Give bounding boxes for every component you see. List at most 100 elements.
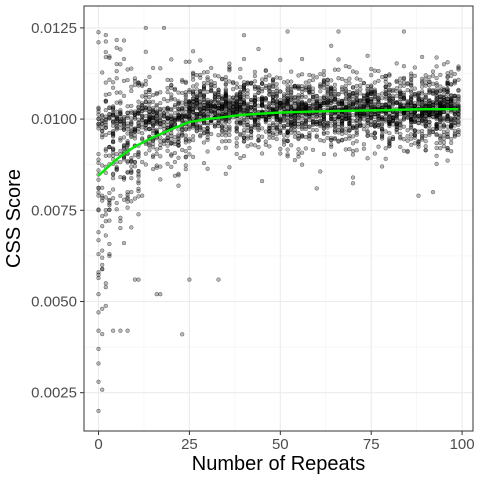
scatter-point	[103, 92, 108, 97]
scatter-point	[339, 137, 345, 143]
scatter-point	[321, 81, 327, 86]
scatter-point	[150, 153, 156, 158]
scatter-point	[212, 107, 218, 112]
scatter-point	[289, 105, 294, 110]
scatter-point	[412, 86, 417, 91]
scatter-point	[238, 155, 243, 161]
scatter-point	[129, 158, 134, 163]
scatter-point	[343, 130, 348, 135]
scatter-point	[412, 113, 417, 118]
scatter-point	[100, 198, 105, 203]
scatter-point	[332, 127, 338, 132]
scatter-point	[416, 113, 421, 118]
scatter-point	[456, 65, 461, 71]
scatter-point	[241, 130, 247, 136]
scatter-point	[107, 130, 112, 136]
scatter-point	[114, 207, 119, 212]
scatter-point	[205, 137, 210, 143]
scatter-point	[270, 106, 276, 111]
scatter-point	[350, 181, 356, 186]
scatter-point	[289, 84, 294, 89]
scatter-point	[369, 116, 374, 121]
scatter-point	[107, 55, 112, 61]
scatter-point	[114, 37, 119, 43]
scatter-point	[339, 127, 345, 132]
scatter-point	[147, 142, 152, 147]
scatter-point	[383, 129, 388, 134]
scatter-point	[379, 114, 385, 120]
scatter-point	[456, 87, 461, 93]
scatter-point	[158, 121, 163, 126]
scatter-point	[387, 99, 392, 104]
scatter-point	[216, 94, 221, 100]
scatter-point	[274, 132, 279, 137]
scatter-point	[187, 123, 192, 128]
points-layer	[96, 25, 461, 414]
scatter-point	[227, 95, 232, 100]
scatter-point	[190, 70, 196, 75]
scatter-point	[325, 84, 330, 89]
scatter-point	[456, 115, 461, 120]
y-tick-label: 0.0025	[31, 385, 77, 402]
scatter-point	[267, 123, 272, 128]
scatter-point	[110, 133, 116, 138]
scatter-point	[158, 100, 163, 106]
scatter-point	[409, 100, 414, 106]
scatter-point	[329, 142, 334, 147]
scatter-point	[278, 146, 283, 152]
scatter-point	[96, 208, 101, 213]
scatter-point	[125, 77, 130, 83]
scatter-point	[307, 103, 312, 108]
scatter-point	[121, 78, 127, 84]
scatter-point	[398, 135, 403, 140]
scatter-point	[216, 277, 221, 282]
scatter-point	[183, 106, 188, 112]
scatter-point	[234, 108, 239, 113]
scatter-point	[289, 143, 294, 148]
scatter-point	[180, 107, 185, 112]
scatter-point	[183, 133, 188, 138]
scatter-point	[365, 115, 370, 120]
scatter-point	[303, 126, 308, 132]
scatter-point	[103, 219, 108, 224]
scatter-point	[299, 126, 305, 132]
scatter-point	[299, 89, 305, 94]
scatter-point	[372, 151, 377, 156]
scatter-point	[194, 104, 199, 109]
scatter-point	[354, 83, 359, 89]
scatter-point	[343, 83, 348, 88]
scatter-point	[270, 78, 276, 83]
scatter-point	[125, 121, 130, 126]
scatter-point	[365, 88, 370, 93]
scatter-point	[114, 90, 119, 95]
scatter-point	[205, 81, 210, 86]
scatter-point	[259, 178, 265, 184]
scatter-point	[310, 73, 316, 78]
scatter-point	[121, 56, 127, 62]
scatter-point	[252, 115, 258, 120]
scatter-point	[169, 153, 174, 158]
scatter-point	[263, 142, 268, 147]
scatter-point	[372, 135, 377, 141]
scatter-point	[165, 85, 170, 91]
scatter-point	[281, 142, 287, 147]
scatter-point	[358, 87, 363, 92]
scatter-point	[121, 240, 127, 246]
scatter-point	[285, 29, 290, 34]
scatter-point	[150, 166, 156, 172]
scatter-point	[129, 176, 134, 181]
scatter-point	[103, 32, 108, 38]
scatter-point	[405, 82, 410, 87]
scatter-point	[107, 112, 112, 117]
scatter-point	[438, 103, 443, 108]
scatter-point	[256, 134, 261, 139]
scatter-point	[110, 196, 116, 201]
scatter-point	[394, 93, 399, 99]
scatter-point	[147, 101, 152, 106]
scatter-point	[419, 91, 425, 96]
scatter-point	[376, 144, 381, 149]
scatter-point	[445, 89, 450, 94]
scatter-point	[281, 113, 287, 119]
scatter-point	[398, 131, 403, 137]
scatter-point	[158, 142, 163, 148]
